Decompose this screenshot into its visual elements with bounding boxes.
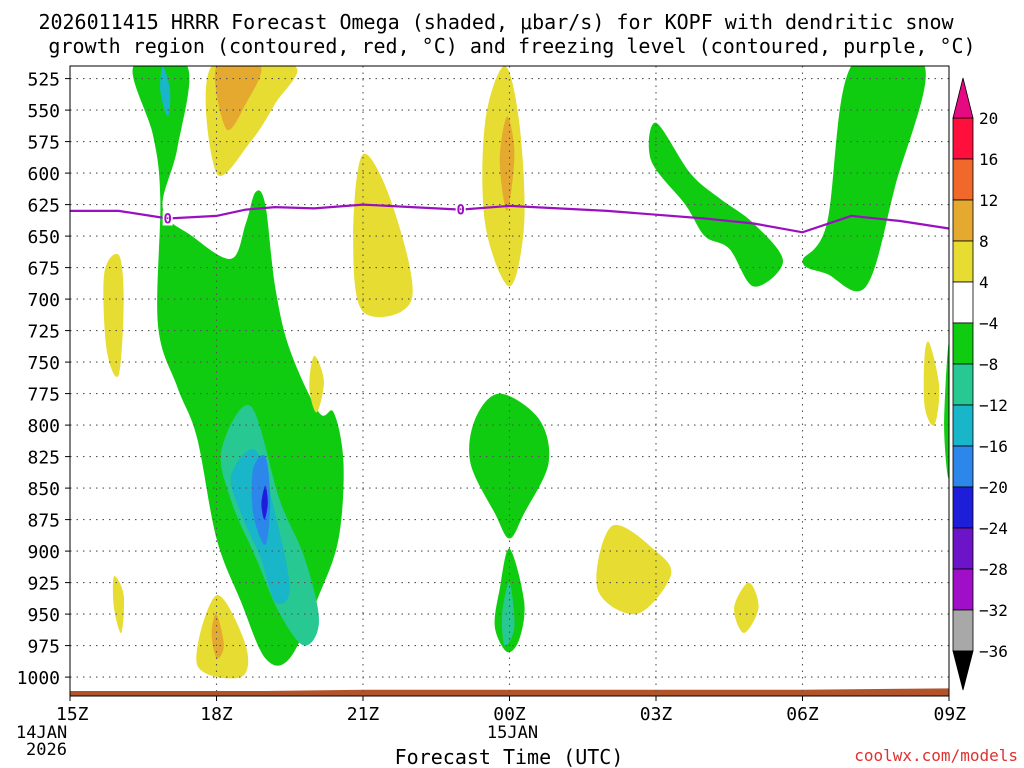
omega-region-3 <box>353 153 413 318</box>
colorbar-label-13: −36 <box>979 642 1008 661</box>
y-tick-label-825: 825 <box>27 448 60 469</box>
freezing-level-label-1: 0 <box>456 203 464 219</box>
y-tick-label-775: 775 <box>27 385 60 406</box>
colorbar-label-4: 4 <box>979 273 989 292</box>
colorbar: 20 16 12 8 4 −4 −8 −12 −16 −20 −24 −28 −32 −36 <box>952 77 1008 691</box>
colorbar-bin-16-20 <box>952 117 974 160</box>
colorbar-label-0: 20 <box>979 109 998 128</box>
terrain-layer <box>70 688 949 696</box>
colorbar-bin--24--20 <box>952 486 974 529</box>
colorbar-bin-8-12 <box>952 199 974 242</box>
colorbar-bin--20--16 <box>952 445 974 488</box>
grid-layer <box>70 66 949 696</box>
omega-region-24 <box>160 66 171 117</box>
omega-region-8 <box>648 122 783 287</box>
colorbar-bin--32--28 <box>952 568 974 611</box>
colorbar-under-arrow <box>952 650 974 691</box>
omega-region-15 <box>923 341 940 426</box>
y-tick-label-875: 875 <box>27 511 60 532</box>
colorbar-label-2: 12 <box>979 191 998 210</box>
omega-region-22 <box>251 455 271 545</box>
freezing-label-bg-1 <box>455 201 466 217</box>
colorbar-label-12: −32 <box>979 601 1008 620</box>
y-tick-label-650: 650 <box>27 227 60 248</box>
colorbar-label-1: 16 <box>979 150 998 169</box>
chart-title-line-2: growth region (contoured, red, °C) and f… <box>48 34 975 58</box>
colorbar-label-7: −12 <box>979 396 1008 415</box>
credit-text: coolwx.com/models <box>854 746 1018 765</box>
x-date-label-15Z: 14JAN <box>16 723 67 743</box>
omega-region-19 <box>211 613 224 659</box>
y-tick-label-975: 975 <box>27 637 60 658</box>
y-tick-label-600: 600 <box>27 164 60 185</box>
colorbar-label-11: −28 <box>979 560 1008 579</box>
freezing-level-layer: 00 <box>70 201 950 234</box>
freezing-label-bg-0 <box>162 210 173 226</box>
omega-region-16 <box>944 342 949 479</box>
terrain-surface <box>70 688 949 696</box>
y-tick-label-700: 700 <box>27 290 60 311</box>
omega-region-4 <box>103 253 124 377</box>
x-tick-label-21Z: 21Z <box>347 704 380 725</box>
omega-region-2 <box>214 66 262 131</box>
freezing-level-line <box>70 203 950 234</box>
colorbar-over-arrow <box>952 77 974 119</box>
y-tick-label-950: 950 <box>27 605 60 626</box>
y-tick-label-800: 800 <box>27 416 60 437</box>
omega-region-13 <box>596 524 672 615</box>
colorbar-bin--36--32 <box>952 609 974 652</box>
colorbar-label-9: −20 <box>979 478 1008 497</box>
y-tick-label-1000: 1000 <box>17 668 60 689</box>
x-tick-label-09Z: 09Z <box>933 704 966 725</box>
colorbar-label-3: 8 <box>979 232 989 251</box>
colorbar-bin--4-4 <box>952 281 974 324</box>
omega-region-10 <box>469 393 550 539</box>
x-tick-label-03Z: 03Z <box>640 704 673 725</box>
omega-region-6 <box>499 116 515 211</box>
colorbar-label-8: −16 <box>979 437 1008 456</box>
colorbar-label-6: −8 <box>979 355 998 374</box>
colorbar-bin--28--24 <box>952 527 974 570</box>
colorbar-bin-4-8 <box>952 240 974 283</box>
x-tick-label-18Z: 18Z <box>200 704 233 725</box>
y-tick-label-725: 725 <box>27 322 60 343</box>
colorbar-bin--12--8 <box>952 363 974 406</box>
omega-region-7 <box>309 355 324 413</box>
colorbar-bin-12-16 <box>952 158 974 201</box>
y-tick-label-900: 900 <box>27 542 60 563</box>
y-tick-label-525: 525 <box>27 70 60 91</box>
omega-region-14 <box>734 582 759 633</box>
colorbar-label-10: −24 <box>979 519 1008 538</box>
x-axis-label: Forecast Time (UTC) <box>395 745 624 768</box>
omega-shaded-layer <box>103 66 949 679</box>
y-tick-label-850: 850 <box>27 479 60 500</box>
x-tick-label-06Z: 06Z <box>786 704 819 725</box>
omega-region-23 <box>261 485 268 520</box>
y-tick-label-675: 675 <box>27 259 60 280</box>
freezing-level-label-0: 0 <box>163 211 171 227</box>
x-tick-label-15Z: 15Z <box>56 704 89 725</box>
omega-region-9 <box>802 66 926 292</box>
y-tick-label-575: 575 <box>27 133 60 154</box>
chart-title-line-1: 2026011415 HRRR Forecast Omega (shaded, … <box>38 10 954 34</box>
x-tick-label-00Z: 00Z <box>493 704 526 725</box>
colorbar-label-5: −4 <box>979 314 998 333</box>
x-year-label: 2026 <box>26 740 67 760</box>
omega-region-12 <box>501 582 515 646</box>
y-tick-label-750: 750 <box>27 353 60 374</box>
y-axis: 525 550 575 600 625 650 675 700 725 750 775 800 825 8… <box>17 70 70 689</box>
colorbar-bin--8--4 <box>952 322 974 365</box>
omega-region-17 <box>112 576 125 634</box>
y-tick-label-550: 550 <box>27 101 60 122</box>
x-date-label-00Z: 15JAN <box>487 723 538 743</box>
omega-region-0 <box>132 66 344 666</box>
y-tick-label-925: 925 <box>27 574 60 595</box>
colorbar-bin--16--12 <box>952 404 974 447</box>
y-tick-label-625: 625 <box>27 196 60 217</box>
